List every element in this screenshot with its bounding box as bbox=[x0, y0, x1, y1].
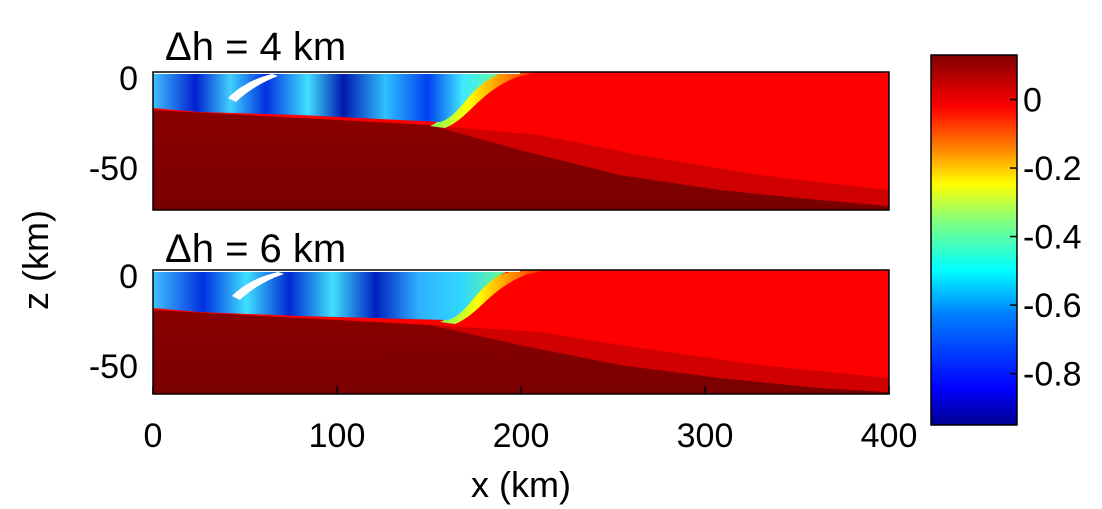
panel-2-ytick-1: -50 bbox=[89, 348, 138, 386]
colorbar-tick-label: 0 bbox=[1023, 82, 1042, 120]
colorbar-tick-label: -0.4 bbox=[1023, 219, 1082, 257]
panel-2-front bbox=[440, 270, 548, 324]
panel-1-surface-layer bbox=[153, 72, 505, 122]
panel-1-heatmap bbox=[153, 72, 889, 210]
xtick-label-3: 300 bbox=[677, 417, 734, 455]
panel-2-white-patch bbox=[232, 272, 284, 300]
xtick-label-0: 0 bbox=[144, 417, 163, 455]
colorbar-tick-label: -0.6 bbox=[1023, 287, 1082, 325]
panel-1-frame bbox=[152, 71, 890, 211]
panel-2-heatmap bbox=[153, 270, 889, 394]
xtick-label-1: 100 bbox=[309, 417, 366, 455]
colorbar: 0 -0.2 -0.4 -0.6 -0.8 bbox=[930, 54, 1082, 426]
panel-1-white-patch bbox=[228, 74, 278, 102]
panel-2: Δh = 6 km 0 -50 bbox=[89, 227, 890, 395]
panel-1-transition-band bbox=[430, 125, 889, 206]
xtick-label-2: 200 bbox=[493, 417, 550, 455]
panel-1-title: Δh = 4 km bbox=[165, 25, 346, 69]
panel-1-lower-layer bbox=[153, 110, 889, 210]
x-axis-label: x (km) bbox=[471, 464, 571, 505]
x-axis: 0 100 200 300 400 x (km) bbox=[144, 386, 918, 505]
panel-1: Δh = 4 km 0 -50 bbox=[89, 25, 890, 211]
panel-2-transition-band bbox=[430, 325, 889, 392]
colorbar-bar bbox=[930, 54, 1018, 426]
panel-2-title: Δh = 6 km bbox=[165, 227, 346, 271]
panel-2-surface-layer bbox=[153, 270, 512, 320]
colorbar-tick-label: -0.8 bbox=[1023, 356, 1082, 394]
xtick-label-4: 400 bbox=[861, 417, 918, 455]
panel-1-ytick-0: 0 bbox=[119, 60, 138, 98]
panel-2-ytick-0: 0 bbox=[119, 258, 138, 296]
panel-1-front bbox=[430, 72, 540, 128]
colorbar-tick-label: -0.2 bbox=[1023, 150, 1082, 188]
colorbar-ticks: 0 -0.2 -0.4 -0.6 -0.8 bbox=[1010, 82, 1082, 394]
panel-1-ytick-1: -50 bbox=[89, 150, 138, 188]
y-axis-label: z (km) bbox=[15, 210, 56, 310]
panel-2-lower-layer bbox=[153, 310, 889, 394]
